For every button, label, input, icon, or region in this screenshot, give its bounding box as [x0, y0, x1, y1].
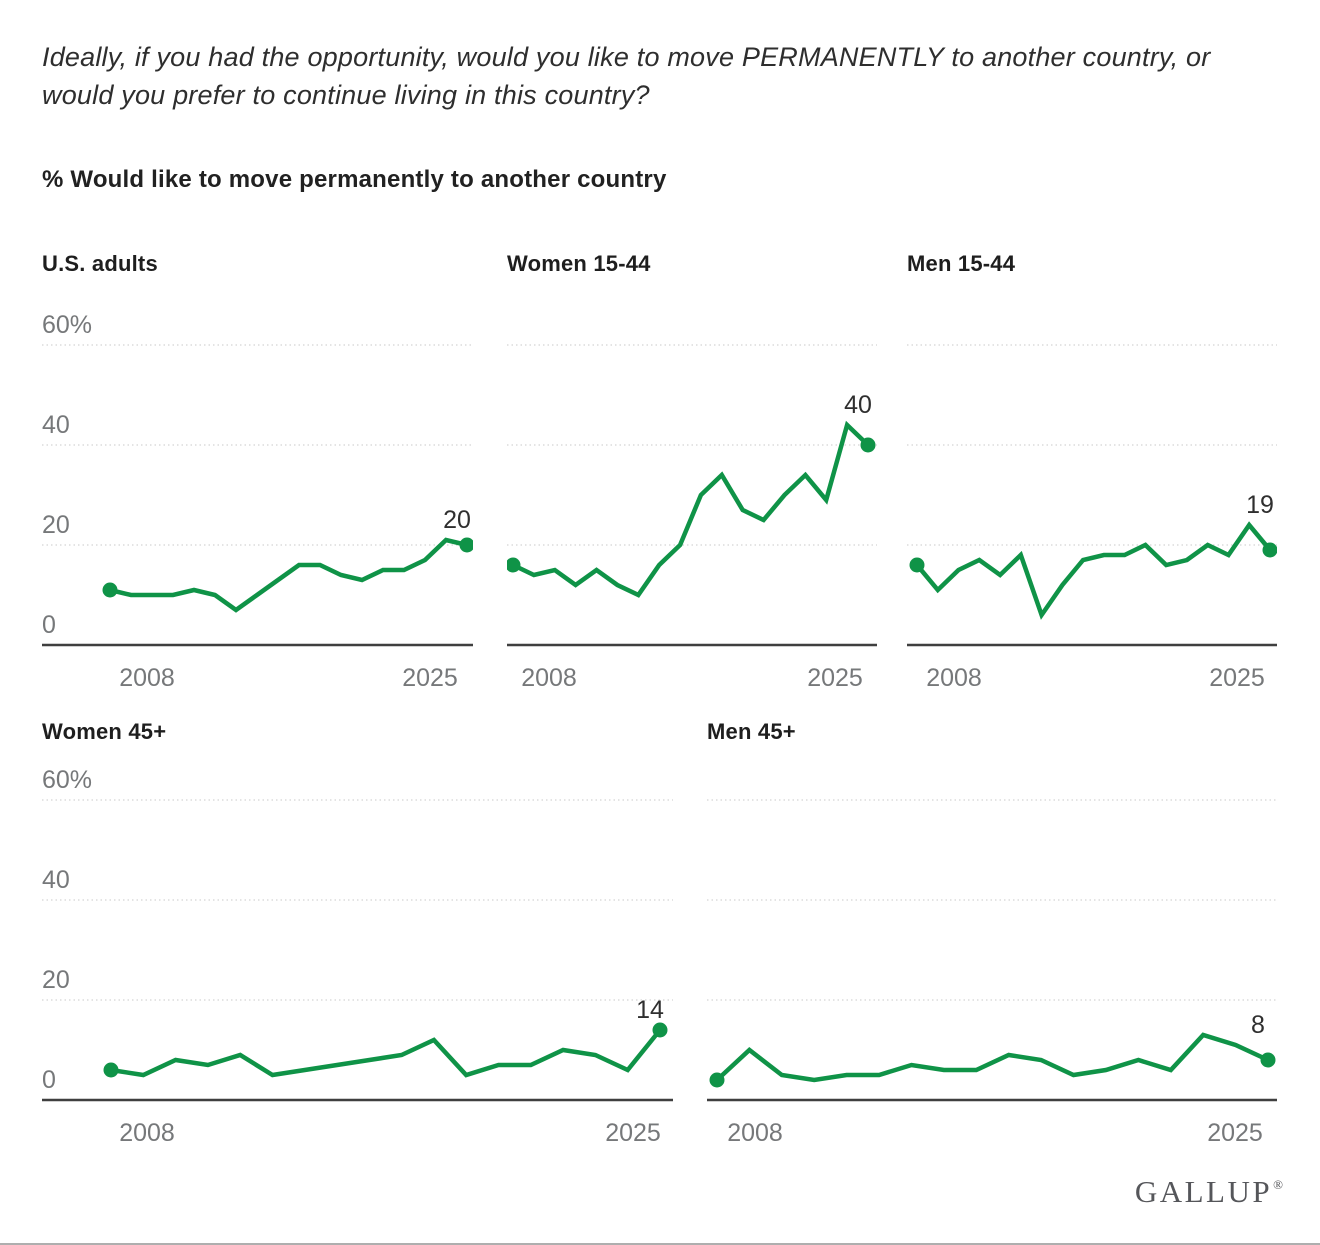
x-tick-label: 2008: [119, 1119, 175, 1147]
trend-line: [109, 537, 468, 613]
chart-panel-title: Men 15-44: [907, 251, 1016, 276]
chart-panel-title: Men 45+: [707, 719, 796, 744]
chart-title: % Would like to move permanently to anot…: [42, 166, 667, 193]
x-tick-label: 2025: [807, 664, 863, 692]
chart-panel-title: Women 45+: [42, 719, 167, 744]
x-tick-label: 2008: [727, 1119, 783, 1147]
x-tick-label: 2025: [1207, 1119, 1263, 1147]
x-tick-label: 2025: [605, 1119, 661, 1147]
trend-line: [110, 1028, 662, 1078]
gallup-logo-text: GALLUP: [1134, 1174, 1273, 1209]
trend-line: [512, 420, 870, 598]
end-dot: [860, 437, 876, 453]
chart-panel-1: Women 15-44 2008 2025 40: [507, 250, 877, 700]
line-chart-0: 60% 40 20 0 2008 2025 20: [42, 311, 473, 692]
end-dot: [1260, 1052, 1276, 1068]
end-value-label: 19: [1246, 491, 1274, 519]
y-tick-label: 60%: [42, 311, 92, 339]
chart-panel-title: U.S. adults: [42, 251, 158, 276]
line-chart-1: 2008 2025 40: [507, 344, 877, 692]
end-value-label: 8: [1251, 1011, 1265, 1039]
chart-panel-0: U.S. adults 60% 40 20 0 2008 2025 20: [42, 250, 473, 700]
chart-panel-4: Men 45+ 2008 2025 8: [707, 718, 1277, 1155]
start-dot: [909, 557, 925, 573]
x-tick-label: 2025: [1209, 664, 1265, 692]
end-value-label: 20: [443, 506, 471, 534]
start-dot: [102, 582, 118, 598]
chart-panel-title: Women 15-44: [507, 251, 651, 276]
chart-panel-3: Women 45+ 60% 40 20 0 2008 2025 14: [42, 718, 673, 1155]
line-chart-2: 2008 2025 19: [907, 344, 1277, 692]
x-tick-label: 2008: [521, 664, 577, 692]
x-tick-label: 2008: [119, 664, 175, 692]
y-tick-label: 0: [42, 1066, 56, 1094]
gallup-logo: GALLUP®: [1134, 1174, 1283, 1210]
x-tick-label: 2025: [402, 664, 458, 692]
end-value-label: 40: [844, 391, 872, 419]
end-value-label: 14: [636, 996, 664, 1024]
bottom-border-line: [0, 1243, 1320, 1245]
x-tick-label: 2008: [926, 664, 982, 692]
trend-line: [915, 521, 1272, 620]
chart-panel-2: Men 15-44 2008 2025 19: [907, 250, 1277, 700]
start-dot: [507, 557, 521, 573]
y-tick-label: 40: [42, 866, 70, 894]
y-tick-label: 20: [42, 511, 70, 539]
end-dot: [459, 537, 473, 553]
y-tick-label: 60%: [42, 766, 92, 794]
y-tick-label: 0: [42, 611, 56, 639]
trend-line: [715, 1032, 1269, 1083]
line-chart-3: 60% 40 20 0 2008 2025 14: [42, 766, 673, 1147]
y-tick-label: 20: [42, 966, 70, 994]
survey-question: Ideally, if you had the opportunity, wou…: [42, 42, 1211, 110]
line-chart-4: 2008 2025 8: [707, 799, 1277, 1147]
registered-mark: ®: [1273, 1177, 1283, 1192]
end-dot: [1262, 542, 1277, 558]
start-dot: [709, 1072, 725, 1088]
y-tick-label: 40: [42, 411, 70, 439]
start-dot: [103, 1062, 119, 1078]
end-dot: [652, 1022, 668, 1038]
